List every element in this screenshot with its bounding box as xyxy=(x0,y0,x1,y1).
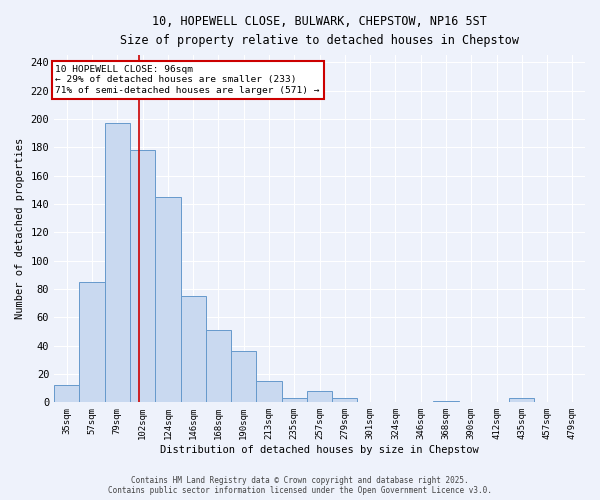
Text: Contains HM Land Registry data © Crown copyright and database right 2025.
Contai: Contains HM Land Registry data © Crown c… xyxy=(108,476,492,495)
Bar xyxy=(105,123,130,402)
Bar xyxy=(155,197,181,402)
Title: 10, HOPEWELL CLOSE, BULWARK, CHEPSTOW, NP16 5ST
Size of property relative to det: 10, HOPEWELL CLOSE, BULWARK, CHEPSTOW, N… xyxy=(120,15,519,47)
Bar xyxy=(307,391,332,402)
Bar xyxy=(281,398,307,402)
Bar xyxy=(181,296,206,403)
Text: 10 HOPEWELL CLOSE: 96sqm
← 29% of detached houses are smaller (233)
71% of semi-: 10 HOPEWELL CLOSE: 96sqm ← 29% of detach… xyxy=(55,65,320,95)
X-axis label: Distribution of detached houses by size in Chepstow: Distribution of detached houses by size … xyxy=(160,445,479,455)
Bar xyxy=(231,352,256,403)
Bar xyxy=(433,401,458,402)
Bar xyxy=(256,381,281,402)
Bar xyxy=(332,398,358,402)
Bar xyxy=(206,330,231,402)
Bar xyxy=(509,398,535,402)
Bar xyxy=(54,386,79,402)
Bar xyxy=(79,282,105,403)
Y-axis label: Number of detached properties: Number of detached properties xyxy=(15,138,25,320)
Bar xyxy=(130,150,155,403)
